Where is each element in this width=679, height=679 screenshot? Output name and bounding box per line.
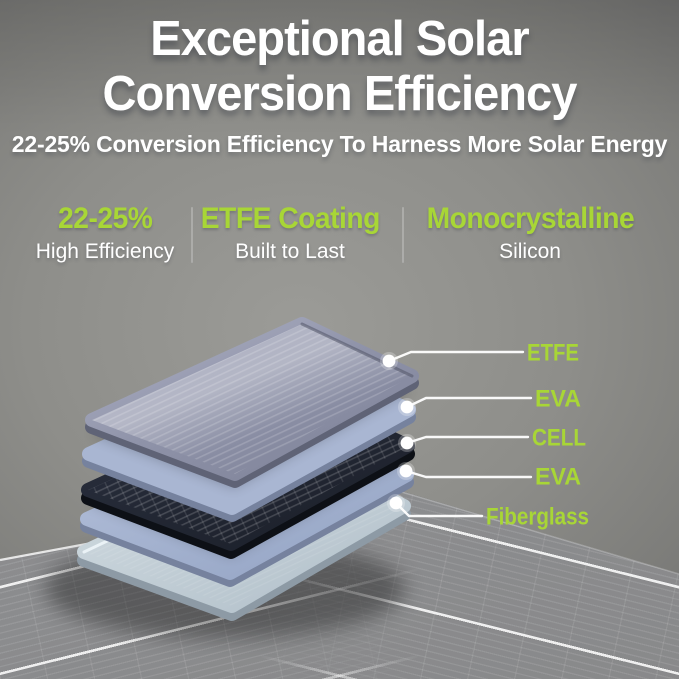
layer-dot-cell xyxy=(400,436,414,450)
feature-high-efficiency: 22-25% High Efficiency xyxy=(15,202,195,264)
feature-subline: Silicon xyxy=(499,240,561,263)
layer-dot-eva-bottom xyxy=(399,464,413,478)
leader-line-eva-bottom xyxy=(404,469,533,479)
feature-headline: Monocrystalline xyxy=(426,202,634,235)
layer-label-etfe: ETFE xyxy=(527,340,579,367)
subtitle: 22-25% Conversion Efficiency To Harness … xyxy=(11,131,668,157)
vertical-divider xyxy=(191,207,193,263)
leader-line-cell xyxy=(405,435,530,445)
eva-upper-sheet xyxy=(82,351,416,522)
feature-monocrystalline: Monocrystalline Silicon xyxy=(420,202,640,264)
feature-headline: 22-25% xyxy=(57,202,153,235)
title-line-1: Exceptional Solar xyxy=(150,12,529,66)
feature-subline: Built to Last xyxy=(235,240,345,263)
layer-dot-eva-top xyxy=(400,400,414,414)
header: Exceptional Solar Conversion Efficiency … xyxy=(0,12,679,158)
feature-subline: High Efficiency xyxy=(35,240,175,263)
layer-dot-etfe xyxy=(382,354,396,368)
feature-etfe-coating: ETFE Coating Built to Last xyxy=(195,202,385,264)
layer-label-eva-bottom: EVA xyxy=(535,464,581,491)
feature-row: 22-25% High Efficiency ETFE Coating Buil… xyxy=(0,202,679,268)
page-title: Exceptional Solar Conversion Efficiency xyxy=(0,12,679,122)
title-line-2: Conversion Efficiency xyxy=(102,67,578,121)
layer-label-eva-top: EVA xyxy=(535,386,581,413)
leader-line-eva-top xyxy=(405,396,533,409)
leader-line-etfe xyxy=(387,350,525,363)
etfe-sheet xyxy=(85,317,419,488)
feature-headline: ETFE Coating xyxy=(200,202,380,235)
layer-label-cell: CELL xyxy=(532,425,586,452)
etfe-shadow xyxy=(91,338,411,488)
vertical-divider xyxy=(402,207,404,263)
